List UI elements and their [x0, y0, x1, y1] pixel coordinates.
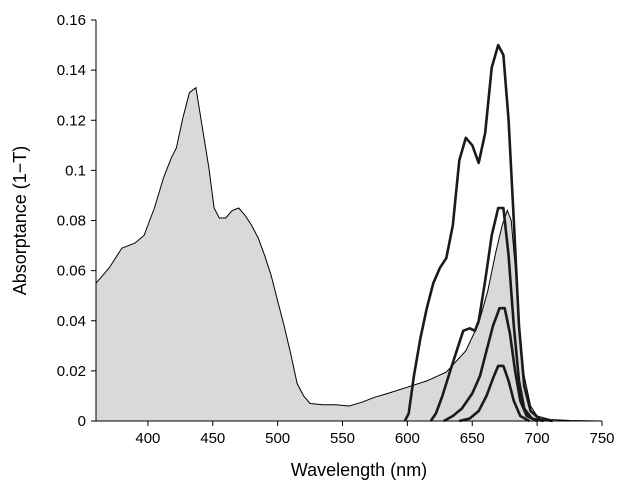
x-tick-label: 450 [200, 430, 225, 447]
y-tick-label: 0 [78, 413, 86, 430]
x-tick-label: 750 [589, 430, 614, 447]
x-tick-label: 500 [265, 430, 290, 447]
y-tick-label: 0.16 [57, 12, 86, 29]
y-tick-label: 0.14 [57, 62, 86, 79]
x-tick-label: 700 [525, 430, 550, 447]
x-tick-label: 400 [135, 430, 160, 447]
line-series-3 [443, 306, 538, 423]
x-tick-label: 600 [395, 430, 420, 447]
y-axis-title: Absorptance (1−T) [10, 146, 30, 296]
line-series-2 [429, 206, 544, 423]
plot-area [95, 43, 603, 423]
ticks: 400 450 500 550 600 650 700 750 0 0.02 0.04 0.06 0.0… [57, 12, 615, 447]
line-series-1 [403, 43, 553, 423]
x-tick-label: 550 [330, 430, 355, 447]
y-tick-label: 0.1 [65, 162, 86, 179]
area-fill-series-0 [96, 87, 602, 421]
y-tick-label: 0.06 [57, 263, 86, 280]
y-tick-label: 0.04 [57, 313, 86, 330]
y-tick-label: 0.12 [57, 112, 86, 129]
x-axis-title: Wavelength (nm) [291, 460, 427, 480]
y-tick-label: 0.08 [57, 213, 86, 230]
x-tick-label: 650 [460, 430, 485, 447]
area-outline-series-0 [95, 86, 603, 422]
y-tick-label: 0.02 [57, 363, 86, 380]
line-series-4 [458, 364, 530, 423]
